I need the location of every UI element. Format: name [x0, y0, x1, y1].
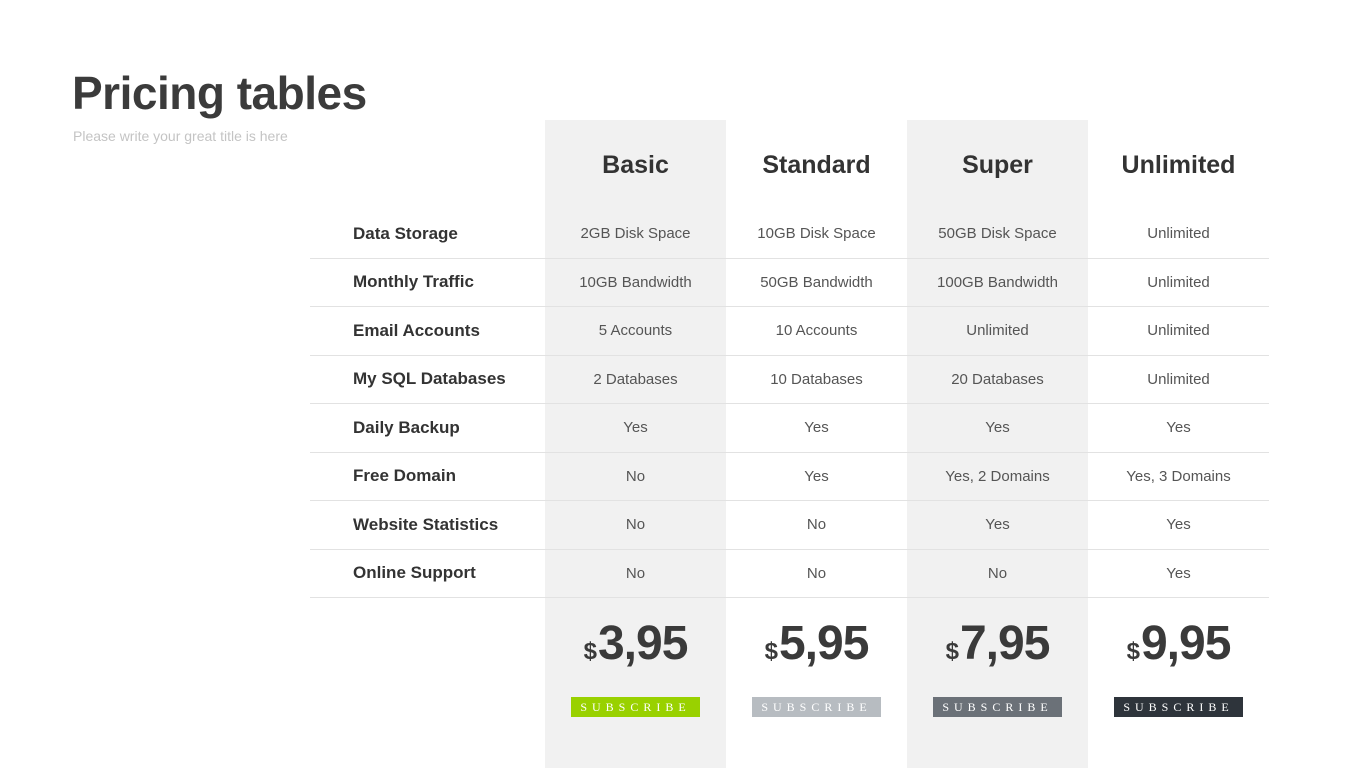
feature-value: Yes, 3 Domains — [1126, 467, 1231, 485]
feature-value: No — [625, 467, 646, 485]
feature-row: My SQL Databases 2 Databases 10 Databases 2… — [310, 356, 1269, 404]
feature-row: Free Domain No Yes Yes, 2 Domains Yes, 3 Dom… — [310, 453, 1269, 501]
feature-value: Yes — [804, 419, 829, 437]
plan-name: Super — [962, 150, 1033, 179]
feature-value: Yes — [1166, 419, 1191, 437]
subscribe-button[interactable]: SUBSCRIBE — [933, 697, 1062, 717]
feature-value: No — [987, 564, 1008, 582]
feature-value: No — [625, 516, 646, 534]
feature-value: Yes, 2 Domains — [945, 467, 1050, 485]
feature-value: 10 Databases — [770, 370, 863, 388]
price-value: 5,95 — [778, 617, 869, 670]
feature-label: Free Domain — [353, 466, 456, 486]
subscribe-button[interactable]: SUBSCRIBE — [571, 697, 700, 717]
feature-value: Unlimited — [966, 322, 1029, 340]
feature-label: Data Storage — [353, 223, 458, 243]
feature-row: Online Support No No No Yes — [310, 550, 1269, 598]
feature-value: 5 Accounts — [598, 322, 673, 340]
currency-symbol: $ — [1126, 638, 1140, 665]
feature-value: 50GB Disk Space — [938, 225, 1057, 243]
feature-label: Email Accounts — [353, 320, 480, 340]
feature-value: Yes — [804, 467, 829, 485]
plan-price: $5,95 — [726, 616, 907, 671]
price-spacer — [310, 616, 545, 717]
price-value: 7,95 — [959, 617, 1050, 670]
feature-value: Yes — [985, 516, 1010, 534]
price-value: 3,95 — [597, 617, 688, 670]
plan-header-row: Basic Standard Super Unlimited — [310, 120, 1269, 210]
feature-value: 20 Databases — [951, 370, 1044, 388]
plan-price-cell: $5,95 SUBSCRIBE — [726, 616, 907, 717]
currency-symbol: $ — [945, 638, 959, 665]
feature-value: Yes — [1166, 516, 1191, 534]
feature-value: Unlimited — [1147, 273, 1210, 291]
plan-name: Standard — [762, 150, 871, 179]
price-row: $3,95 SUBSCRIBE $5,95 SUBSCRIBE $7,95 SUBSCRI… — [310, 616, 1269, 717]
feature-value: Unlimited — [1147, 225, 1210, 243]
feature-value: 2GB Disk Space — [580, 225, 691, 243]
feature-value: 50GB Bandwidth — [760, 273, 873, 291]
currency-symbol: $ — [583, 638, 597, 665]
feature-value: 10GB Bandwidth — [579, 273, 692, 291]
feature-value: Yes — [1166, 564, 1191, 582]
plan-price-cell: $3,95 SUBSCRIBE — [545, 616, 726, 717]
feature-value: Unlimited — [1147, 370, 1210, 388]
feature-row: Monthly Traffic 10GB Bandwidth 50GB Bandwi… — [310, 259, 1269, 307]
feature-value: 10GB Disk Space — [757, 225, 876, 243]
feature-value: No — [625, 564, 646, 582]
currency-symbol: $ — [764, 638, 778, 665]
feature-value: Yes — [985, 419, 1010, 437]
subscribe-button[interactable]: SUBSCRIBE — [752, 697, 881, 717]
feature-value: 10 Accounts — [775, 322, 858, 340]
feature-value: Unlimited — [1147, 322, 1210, 340]
feature-label: Monthly Traffic — [353, 272, 474, 292]
plan-price-cell: $7,95 SUBSCRIBE — [907, 616, 1088, 717]
feature-label: My SQL Databases — [353, 369, 506, 389]
page-subtitle: Please write your great title is here — [73, 128, 288, 144]
feature-row: Data Storage 2GB Disk Space 10GB Disk Spac… — [310, 210, 1269, 259]
feature-row: Daily Backup Yes Yes Yes Yes — [310, 404, 1269, 453]
price-value: 9,95 — [1140, 617, 1231, 670]
feature-row: Website Statistics No No Yes Yes — [310, 501, 1269, 550]
feature-value: 2 Databases — [593, 370, 678, 388]
plan-price-cell: $9,95 SUBSCRIBE — [1088, 616, 1269, 717]
column-background-super — [907, 120, 1088, 768]
column-background-basic — [545, 120, 726, 768]
feature-value: No — [806, 516, 827, 534]
plan-name: Unlimited — [1121, 150, 1236, 179]
feature-label: Daily Backup — [353, 417, 460, 437]
subscribe-button[interactable]: SUBSCRIBE — [1114, 697, 1243, 717]
plan-name: Basic — [602, 150, 669, 179]
feature-label: Website Statistics — [353, 514, 499, 534]
feature-value: Yes — [623, 419, 648, 437]
page-title: Pricing tables — [72, 67, 367, 119]
feature-row: Email Accounts 5 Accounts 10 Accounts Unlim… — [310, 307, 1269, 356]
pricing-table: Basic Standard Super Unlimited Data Storage… — [310, 120, 1269, 717]
feature-label: Online Support — [353, 563, 476, 583]
plan-price: $7,95 — [907, 616, 1088, 671]
plan-price: $3,95 — [545, 616, 726, 671]
feature-value: 100GB Bandwidth — [937, 273, 1058, 291]
plan-price: $9,95 — [1088, 616, 1269, 671]
feature-value: No — [806, 564, 827, 582]
